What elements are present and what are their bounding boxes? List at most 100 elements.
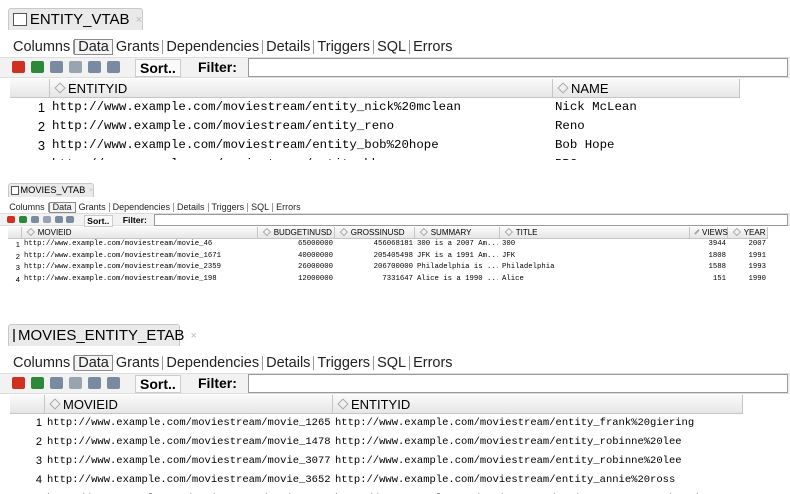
cell[interactable]: http://www.example.com/moviestream/movie…: [47, 474, 331, 486]
subtab[interactable]: SQL: [248, 202, 274, 212]
subtab[interactable]: Errors: [413, 38, 453, 55]
subtab[interactable]: Details: [174, 202, 209, 212]
cell[interactable]: 7331647: [382, 275, 413, 284]
column-header[interactable]: SUMMARY: [415, 226, 500, 239]
subtab[interactable]: Triggers: [314, 40, 375, 55]
cell[interactable]: Alice is a 1990 ...: [417, 275, 498, 284]
subtab[interactable]: Columns: [10, 356, 75, 371]
cell[interactable]: Bob Hope: [555, 138, 615, 152]
toolbar-icon[interactable]: [54, 215, 63, 224]
cell[interactable]: 1991: [748, 251, 766, 260]
cell[interactable]: 456068181: [373, 239, 413, 248]
cell[interactable]: http://www.example.com/moviestream/movie…: [47, 417, 331, 429]
cell[interactable]: 65000000: [297, 239, 333, 248]
subtab[interactable]: SQL: [374, 40, 411, 55]
cell[interactable]: http://www.example.com/moviestream/entit…: [335, 417, 695, 429]
cell[interactable]: http://www.example.com/moviestream/entit…: [52, 138, 439, 152]
subtab[interactable]: Columns: [6, 202, 49, 212]
subtab[interactable]: Details: [263, 356, 315, 371]
subtab[interactable]: Triggers: [209, 202, 249, 212]
column-header[interactable]: MOVIEID: [45, 395, 333, 414]
cell[interactable]: 40000000: [297, 251, 333, 260]
cell[interactable]: 300 is a 2007 Am...: [417, 239, 498, 248]
sort-button[interactable]: Sort..: [135, 375, 181, 393]
cell[interactable]: 3944: [708, 239, 726, 248]
cell[interactable]: http://www.example.com/moviestream/entit…: [335, 474, 676, 486]
column-header[interactable]: BUDGETINUSD: [258, 226, 335, 239]
cell[interactable]: JFK is a 1991 Am...: [417, 251, 498, 260]
toolbar-icon[interactable]: [7, 215, 16, 224]
cell[interactable]: BBC: [555, 155, 738, 160]
cell[interactable]: http://www.example.com/moviestream/movie…: [24, 263, 222, 272]
cell[interactable]: http://www.example.com/moviestream/entit…: [335, 490, 741, 494]
cell[interactable]: Reno: [555, 119, 585, 133]
cell[interactable]: JFK: [502, 251, 516, 260]
toolbar-icon[interactable]: [88, 377, 101, 389]
cell[interactable]: 300: [502, 239, 516, 248]
cell[interactable]: 1588: [708, 263, 726, 272]
cell[interactable]: http://www.example.com/moviestream/entit…: [52, 155, 551, 160]
cell[interactable]: http://www.example.com/moviestream/movie…: [47, 436, 331, 448]
toolbar-icon[interactable]: [88, 61, 101, 73]
cell[interactable]: 151: [712, 275, 726, 284]
editor-tab[interactable]: MOVIES_VTAB ×: [8, 182, 94, 197]
cell[interactable]: Alice: [502, 275, 524, 284]
column-header[interactable]: ENTITYID: [333, 395, 743, 414]
filter-input[interactable]: [248, 58, 788, 77]
cell[interactable]: Philadelphia: [502, 263, 555, 272]
cell[interactable]: 206700000: [373, 263, 413, 272]
cell[interactable]: http://www.example.com/moviestream/entit…: [335, 436, 682, 448]
cell[interactable]: http://www.example.com/moviestream/movie…: [24, 239, 213, 248]
toolbar-icon[interactable]: [107, 61, 120, 73]
toolbar-icon[interactable]: [12, 377, 25, 389]
cell[interactable]: http://www.example.com/moviestream/entit…: [52, 100, 461, 114]
subtab[interactable]: Columns: [10, 40, 75, 55]
subtab[interactable]: Triggers: [314, 356, 375, 371]
toolbar-icon[interactable]: [66, 215, 75, 224]
cell[interactable]: http://www.example.com/moviestream/entit…: [335, 455, 682, 467]
subtab[interactable]: Data: [48, 201, 76, 213]
column-header[interactable]: TITLE: [500, 226, 690, 239]
subtab[interactable]: Dependencies: [110, 202, 175, 212]
cell[interactable]: http://www.example.com/moviestream/movie…: [24, 275, 217, 284]
sort-button[interactable]: Sort..: [135, 59, 181, 77]
editor-tab[interactable]: MOVIES_ENTITY_ETAB ×: [8, 324, 197, 346]
cell[interactable]: http://www.example.com/moviestream/entit…: [52, 119, 395, 133]
cell[interactable]: 1990: [748, 275, 766, 284]
subtab[interactable]: Dependencies: [163, 356, 264, 371]
toolbar-icon[interactable]: [19, 215, 28, 224]
column-header[interactable]: MOVIEID: [22, 226, 258, 239]
toolbar-icon[interactable]: [12, 61, 25, 73]
subtab[interactable]: Dependencies: [163, 40, 264, 55]
toolbar-icon[interactable]: [42, 215, 51, 224]
cell[interactable]: http://www.example.com/moviestream/movie…: [47, 455, 331, 467]
cell[interactable]: 26000000: [297, 263, 333, 272]
cell[interactable]: Philadelphia is ...: [417, 263, 498, 272]
subtab[interactable]: Errors: [276, 201, 301, 212]
toolbar-icon[interactable]: [50, 377, 63, 389]
subtab[interactable]: Details: [263, 40, 315, 55]
sort-button[interactable]: Sort..: [83, 214, 113, 227]
column-header[interactable]: YEAR: [728, 226, 768, 239]
subtab[interactable]: Data: [74, 354, 113, 372]
toolbar-icon[interactable]: [50, 61, 63, 73]
toolbar-icon[interactable]: [31, 215, 40, 224]
subtab[interactable]: Grants: [113, 40, 164, 55]
toolbar-icon[interactable]: [107, 377, 120, 389]
filter-input[interactable]: [153, 213, 788, 226]
cell[interactable]: 1993: [748, 263, 766, 272]
subtab[interactable]: Errors: [413, 354, 453, 371]
cell[interactable]: 1808: [708, 251, 726, 260]
toolbar-icon[interactable]: [69, 377, 82, 389]
column-header[interactable]: NAME: [553, 79, 740, 98]
subtab[interactable]: Grants: [113, 356, 164, 371]
column-header[interactable]: ENTITYID: [50, 79, 553, 98]
cell[interactable]: http://www.example.com/moviestream/movie…: [47, 490, 331, 494]
toolbar-icon[interactable]: [69, 61, 82, 73]
toolbar-icon[interactable]: [31, 377, 44, 389]
cell[interactable]: 12000000: [297, 275, 333, 284]
cell[interactable]: Nick McLean: [555, 100, 637, 114]
cell[interactable]: 205405498: [373, 251, 413, 260]
filter-input[interactable]: [248, 374, 788, 393]
toolbar-icon[interactable]: [31, 61, 44, 73]
